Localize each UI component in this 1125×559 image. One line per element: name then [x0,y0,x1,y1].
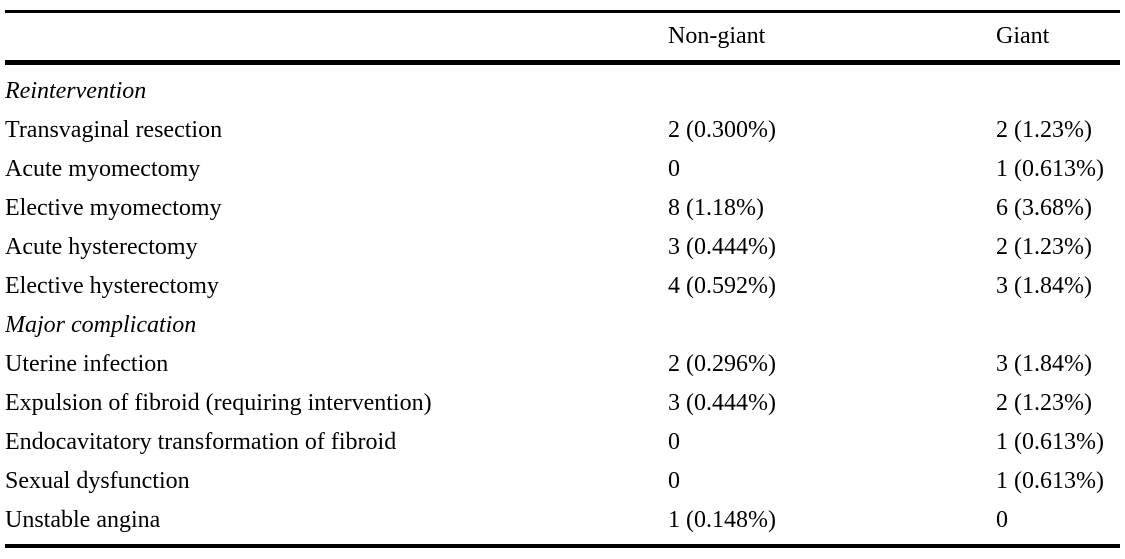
table-row: Uterine infection 2 (0.296%) 3 (1.84%) [5,345,1125,384]
non-giant-value: 2 (0.300%) [668,117,776,143]
table-header-row: Non-giant Giant [5,13,1125,59]
giant-value: 3 (1.84%) [996,273,1092,299]
row-label: Unstable angina [5,507,161,533]
giant-value: 2 (1.23%) [996,234,1092,260]
row-label: Uterine infection [5,351,169,377]
non-giant-value: 3 (0.444%) [668,390,776,416]
giant-value: 6 (3.68%) [996,195,1092,221]
non-giant-value: 0 [668,429,680,455]
row-label: Transvaginal resection [5,117,223,143]
header-non-giant: Non-giant [668,23,766,49]
table-bottom-rule [5,544,1120,548]
non-giant-value: 3 (0.444%) [668,234,776,260]
table-row-major-complication-section: Major complication [5,306,1125,345]
row-label: Elective myomectomy [5,195,222,221]
row-label: Elective hysterectomy [5,273,219,299]
non-giant-value: 4 (0.592%) [668,273,776,299]
table-row: Expulsion of fibroid (requiring interven… [5,384,1125,423]
non-giant-value: 1 (0.148%) [668,507,776,533]
row-label: Reintervention [5,78,147,104]
non-giant-value: 0 [668,468,680,494]
table-row: Unstable angina 1 (0.148%) 0 [5,501,1125,540]
table-top-rule [5,10,1120,13]
table-row: Acute myomectomy 0 1 (0.613%) [5,150,1125,189]
giant-value: 0 [996,507,1008,533]
giant-value: 1 (0.613%) [996,429,1104,455]
table-row: Acute hysterectomy 3 (0.444%) 2 (1.23%) [5,228,1125,267]
non-giant-value: 0 [668,156,680,182]
non-giant-value: 8 (1.18%) [668,195,764,221]
giant-value: 1 (0.613%) [996,468,1104,494]
table-body: Reintervention Transvaginal resection 2 … [5,72,1125,540]
table-header-rule [5,60,1120,65]
table-row: Elective myomectomy 8 (1.18%) 6 (3.68%) [5,189,1125,228]
non-giant-value: 2 (0.296%) [668,351,776,377]
table-row-reintervention-section: Reintervention [5,72,1125,111]
row-label: Acute hysterectomy [5,234,198,260]
table-row: Transvaginal resection 2 (0.300%) 2 (1.2… [5,111,1125,150]
table-row: Endocavitatory transformation of fibroid… [5,423,1125,462]
row-label: Sexual dysfunction [5,468,190,494]
table-row: Sexual dysfunction 0 1 (0.613%) [5,462,1125,501]
row-label: Expulsion of fibroid (requiring interven… [5,390,432,416]
giant-value: 2 (1.23%) [996,117,1092,143]
giant-value: 3 (1.84%) [996,351,1092,377]
header-giant: Giant [996,23,1050,49]
row-label: Major complication [5,312,197,338]
giant-value: 2 (1.23%) [996,390,1092,416]
giant-value: 1 (0.613%) [996,156,1104,182]
row-label: Acute myomectomy [5,156,201,182]
table-row: Elective hysterectomy 4 (0.592%) 3 (1.84… [5,267,1125,306]
row-label: Endocavitatory transformation of fibroid [5,429,397,455]
